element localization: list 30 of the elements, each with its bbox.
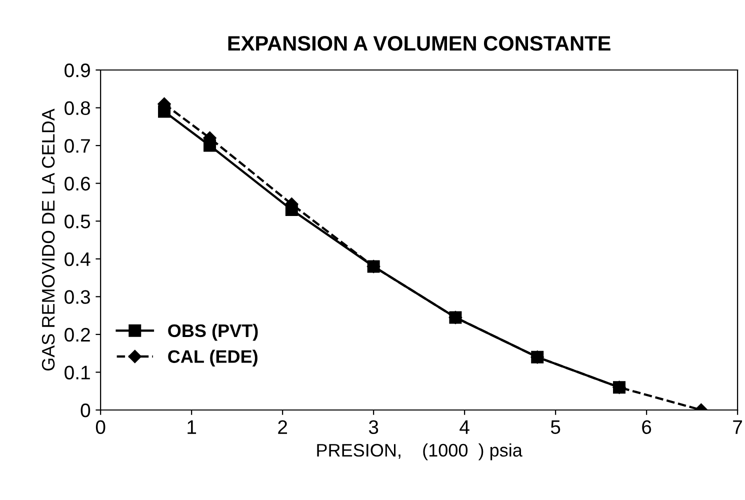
point bbox=[285, 204, 298, 216]
chart-title: EXPANSION A VOLUMEN CONSTANTE bbox=[228, 36, 610, 51]
point bbox=[204, 139, 216, 152]
y-tick-label: 0.5 bbox=[64, 214, 90, 228]
x-tick-label: 0 bbox=[96, 420, 106, 434]
x-tick-label: 5 bbox=[550, 420, 560, 434]
legend-label: OBS (PVT) bbox=[168, 324, 258, 341]
x-tick-label: 6 bbox=[642, 420, 652, 434]
y-tick-label: 0.7 bbox=[64, 139, 90, 153]
x-tick-label: 1 bbox=[188, 420, 196, 434]
point bbox=[613, 381, 626, 394]
y-tick-label: 0.9 bbox=[64, 63, 90, 78]
y-tick-label: 0.6 bbox=[64, 176, 90, 191]
x-tick-label: 3 bbox=[368, 420, 378, 434]
point bbox=[449, 311, 462, 324]
y-tick-label: 0 bbox=[80, 403, 90, 418]
point bbox=[531, 350, 544, 364]
y-tick-label: 0.4 bbox=[64, 252, 90, 266]
point bbox=[158, 105, 171, 118]
x-tick-label: 7 bbox=[733, 420, 742, 434]
legend-label: CAL (EDE) bbox=[168, 350, 258, 367]
x-tick-label: 2 bbox=[278, 420, 287, 434]
x-tick-label: 4 bbox=[460, 420, 470, 434]
y-tick-label: 0.8 bbox=[64, 101, 90, 116]
y-tick-label: 0.1 bbox=[64, 366, 90, 380]
x-axis-title: PRESION, (1000 ) psia bbox=[317, 443, 522, 460]
y-axis-title: GAS REMOVIDO DE LA CELDA bbox=[42, 108, 55, 371]
y-tick-label: 0.3 bbox=[64, 290, 90, 304]
y-tick-label: 0.2 bbox=[64, 328, 90, 342]
point bbox=[367, 260, 380, 273]
